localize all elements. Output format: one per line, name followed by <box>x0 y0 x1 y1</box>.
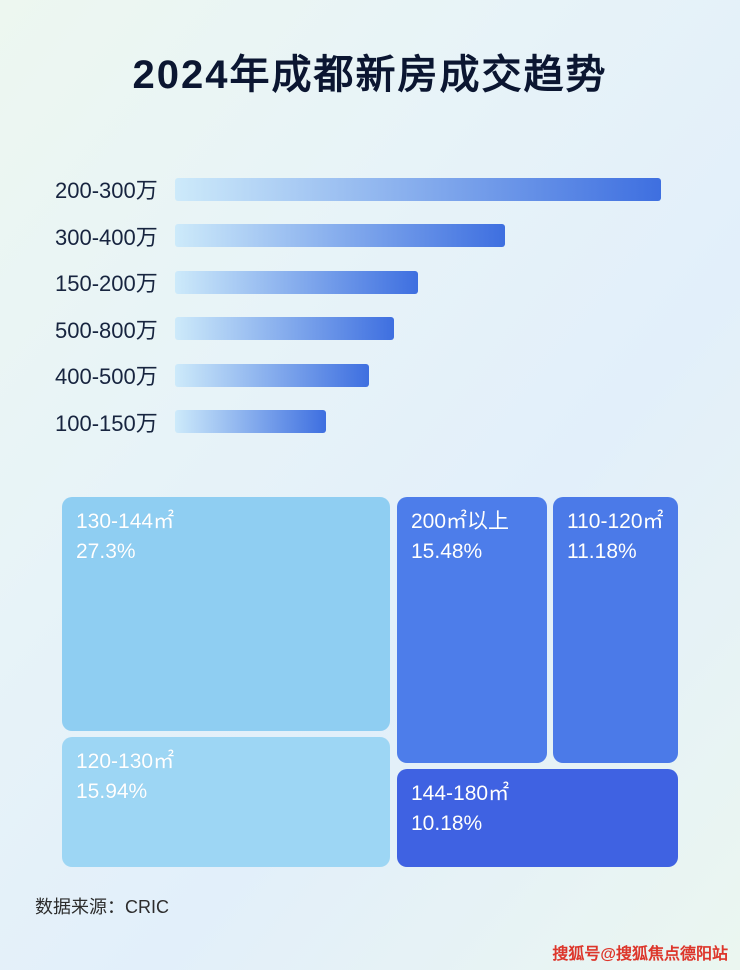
treemap-block-value: 15.48% <box>411 540 483 564</box>
treemap-block-label: 110-120㎡ <box>567 510 664 533</box>
watermark-text: 搜狐号@搜狐焦点德阳站 <box>552 946 728 963</box>
treemap-block-200-plus: 200㎡以上 15.48% <box>397 497 547 763</box>
treemap-block-value: 27.3% <box>76 540 136 564</box>
treemap-block-value: 15.94% <box>76 780 148 804</box>
bar <box>175 363 370 387</box>
bar-row: 150-200万 <box>55 270 661 296</box>
bar-category-label: 300-400万 <box>55 224 158 250</box>
treemap-block-110-120: 110-120㎡ 11.18% <box>553 497 678 763</box>
bar <box>175 317 394 340</box>
treemap-block-label: 120-130㎡ <box>76 750 175 773</box>
bar-row: 200-300万 <box>55 177 661 203</box>
treemap-block-value: 11.18% <box>567 540 637 564</box>
page-title: 2024年成都新房成交趋势 <box>132 53 608 97</box>
bar-row: 300-400万 <box>55 224 661 250</box>
bar-category-label: 150-200万 <box>55 271 158 296</box>
treemap-block-label: 130-144㎡ <box>76 510 175 533</box>
bar-track <box>175 363 661 387</box>
bar-track <box>175 270 661 294</box>
bar-track <box>175 177 661 201</box>
area-share-treemap: 130-144㎡ 27.3% 120-130㎡ 15.94% 200㎡以上 15… <box>62 497 678 867</box>
bar-category-label: 100-150万 <box>55 410 158 436</box>
treemap-block-value: 10.18% <box>411 812 483 836</box>
bar-category-label: 400-500万 <box>55 364 158 389</box>
bar-row: 500-800万 <box>55 317 661 343</box>
treemap-block-144-180: 144-180㎡ 10.18% <box>397 769 678 867</box>
bar-track <box>175 317 661 340</box>
bar <box>175 224 506 247</box>
treemap-block-120-130: 120-130㎡ 15.94% <box>62 737 390 867</box>
treemap-block-130-144: 130-144㎡ 27.3% <box>62 497 390 731</box>
bar <box>175 177 661 201</box>
bar <box>175 270 418 294</box>
bar-row: 100-150万 <box>55 410 661 436</box>
treemap-block-label: 144-180㎡ <box>411 782 510 805</box>
price-range-bar-chart: 200-300万 300-400万 150-200万 500-800万 400-500万… <box>55 177 661 456</box>
bar-category-label: 200-300万 <box>55 178 158 203</box>
bar-track <box>175 224 661 247</box>
treemap-block-label: 200㎡以上 <box>411 510 510 533</box>
bar-category-label: 500-800万 <box>55 317 158 343</box>
bar-track <box>175 410 661 433</box>
bar-row: 400-500万 <box>55 363 661 389</box>
bar <box>175 410 326 433</box>
data-source-note: 数据来源：CRIC <box>35 897 169 917</box>
